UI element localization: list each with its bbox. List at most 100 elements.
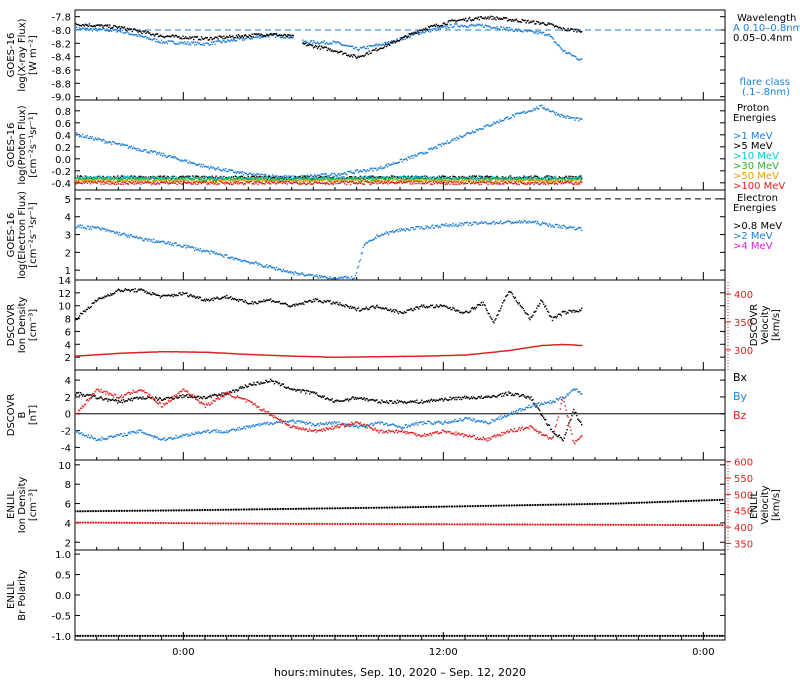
data-point (512, 222, 515, 225)
data-point (497, 222, 499, 225)
data-point (336, 41, 338, 43)
data-point (419, 178, 421, 181)
data-point (542, 177, 544, 180)
data-point (362, 179, 365, 181)
data-point (120, 31, 123, 34)
data-point (482, 222, 484, 225)
data-point (512, 114, 515, 116)
data-point (405, 35, 407, 38)
data-point (332, 277, 334, 279)
data-point (256, 180, 258, 183)
data-point (101, 177, 103, 179)
data-point (331, 172, 333, 175)
data-point (253, 33, 255, 35)
data-point (409, 180, 411, 182)
data-point (348, 171, 350, 173)
data-point (561, 114, 563, 116)
data-point (103, 179, 105, 181)
data-point (439, 226, 442, 229)
data-point (469, 179, 472, 181)
data-point (288, 180, 290, 182)
data-point (577, 177, 579, 179)
data-point (311, 274, 314, 276)
data-point (202, 180, 205, 182)
data-point (169, 177, 171, 179)
data-point (332, 178, 334, 181)
data-point (476, 178, 479, 181)
data-point (577, 179, 579, 181)
data-point (241, 35, 244, 37)
data-point (441, 142, 443, 144)
data-point (356, 177, 359, 179)
data-point (127, 183, 130, 185)
data-point (174, 242, 176, 244)
data-point (432, 179, 435, 182)
data-point (386, 45, 388, 48)
data-point (535, 32, 537, 34)
data-point (93, 176, 95, 178)
data-point (481, 176, 483, 178)
data-point (206, 176, 209, 179)
data-point (259, 179, 261, 181)
legend-entry: >5 MeV (733, 141, 773, 152)
data-point (419, 228, 421, 230)
data-point (75, 29, 77, 32)
data-point (81, 178, 84, 181)
data-point (422, 177, 424, 179)
data-point (349, 45, 352, 47)
data-point (145, 149, 147, 151)
data-point (470, 182, 473, 185)
data-point (314, 179, 317, 181)
data-point (394, 176, 397, 178)
data-point (282, 181, 285, 183)
data-point (318, 181, 321, 183)
data-point (184, 159, 186, 161)
data-point (269, 178, 271, 180)
data-point (278, 181, 281, 184)
data-point (88, 307, 91, 310)
data-point (444, 25, 446, 27)
data-point (449, 24, 451, 26)
data-point (519, 178, 521, 181)
data-point (139, 178, 141, 180)
data-point (526, 183, 528, 185)
data-point (328, 177, 330, 179)
data-point (408, 177, 410, 180)
data-point (217, 253, 219, 256)
data-point (476, 182, 479, 184)
data-point (501, 176, 503, 178)
data-point (218, 253, 220, 255)
data-point (150, 33, 152, 36)
data-point (229, 169, 231, 172)
data-point (181, 246, 183, 248)
data-point (140, 177, 142, 179)
data-point (260, 33, 262, 35)
data-point (468, 222, 471, 224)
data-point (345, 275, 347, 278)
data-point (323, 173, 326, 175)
data-point (558, 176, 560, 178)
data-point (198, 180, 201, 183)
y-tick-label: 0.2 (55, 143, 71, 154)
data-point (453, 25, 455, 28)
data-point (140, 237, 142, 239)
data-point (358, 177, 361, 180)
data-point (413, 31, 415, 33)
data-point (554, 175, 557, 178)
data-point (360, 180, 363, 183)
data-point (574, 55, 576, 57)
data-point (486, 177, 488, 180)
data-point (435, 225, 438, 228)
data-point (192, 180, 195, 182)
data-point (75, 226, 77, 229)
data-point (119, 180, 122, 182)
data-point (145, 35, 147, 38)
data-point (154, 151, 157, 153)
data-point (178, 178, 180, 181)
data-point (331, 180, 333, 183)
data-point (295, 179, 297, 182)
data-point (371, 182, 373, 184)
data-point (304, 182, 306, 185)
data-point (573, 226, 575, 229)
data-point (571, 177, 573, 180)
